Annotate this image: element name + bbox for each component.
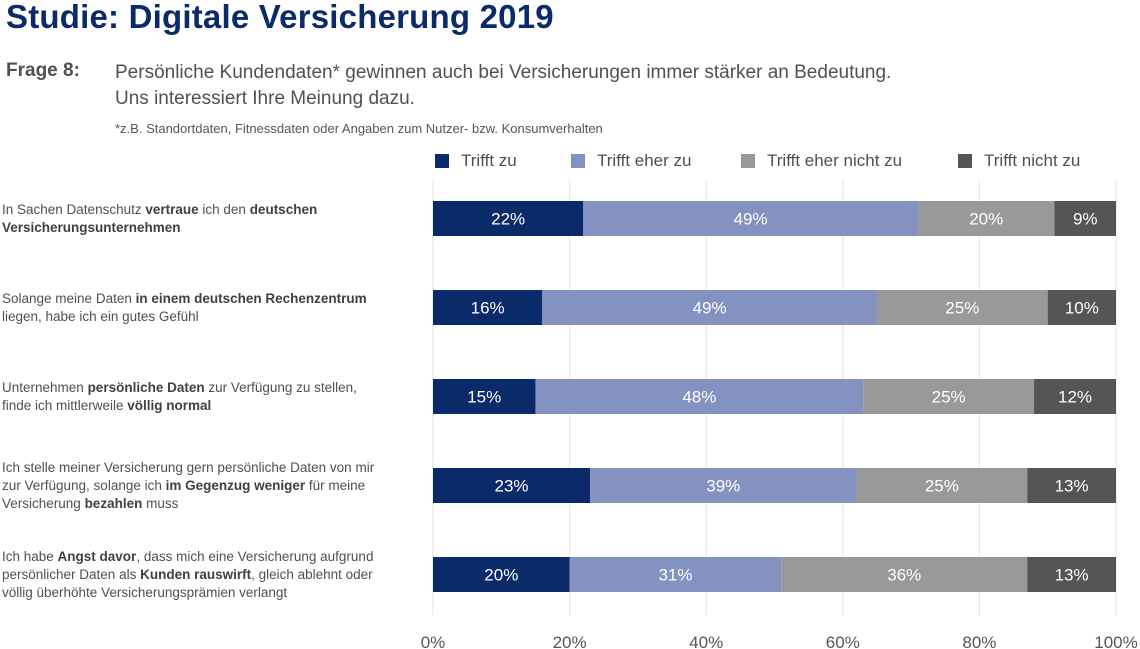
bar-segment — [590, 468, 857, 503]
x-tick-label: 0% — [421, 633, 446, 649]
question-line-2: Uns interessiert Ihre Meinung dazu. — [115, 88, 415, 109]
legend-item: Trifft eher zu — [571, 151, 691, 171]
bar-segment — [1027, 468, 1116, 503]
page-title: Studie: Digitale Versicherung 2019 — [6, 0, 554, 35]
bar-segment — [433, 468, 591, 503]
bar-value-label: 13% — [1055, 477, 1089, 496]
bar-segment — [781, 557, 1028, 592]
x-tick-label: 40% — [689, 633, 723, 649]
bar-value-label: 13% — [1055, 566, 1089, 585]
bar-value-label: 9% — [1073, 210, 1098, 229]
bar-value-label: 48% — [682, 388, 716, 407]
bar-segment — [917, 201, 1055, 236]
bar-segment — [856, 468, 1028, 503]
row-label: Unternehmen persönliche Daten zur Verfüg… — [2, 379, 357, 413]
legend-item: Trifft eher nicht zu — [741, 151, 902, 171]
bar-segment — [535, 379, 864, 414]
bar-segment — [433, 557, 570, 592]
question-text: Persönliche Kundendaten* gewinnen auch b… — [115, 60, 1095, 112]
x-tick-label: 100% — [1094, 633, 1137, 649]
bar-segment — [569, 557, 782, 592]
legend-swatch — [571, 154, 585, 168]
bar-segment — [1034, 379, 1116, 414]
bar-segment — [433, 379, 536, 414]
legend-swatch — [741, 154, 755, 168]
question-line-1: Persönliche Kundendaten* gewinnen auch b… — [115, 62, 892, 83]
bar-value-label: 10% — [1065, 299, 1099, 318]
bar-segment — [583, 201, 918, 236]
x-tick-label: 20% — [553, 633, 587, 649]
bar-value-label: 49% — [734, 210, 768, 229]
bar-value-label: 25% — [945, 299, 979, 318]
bar-segment — [1054, 201, 1116, 236]
bar-segment — [433, 290, 543, 325]
bar-value-label: 20% — [969, 210, 1003, 229]
bar-value-label: 16% — [471, 299, 505, 318]
bar-value-label: 25% — [925, 477, 959, 496]
legend-swatch — [435, 154, 449, 168]
bar-value-label: 49% — [693, 299, 727, 318]
row-label: Ich stelle meiner Versicherung gern pers… — [2, 459, 375, 511]
legend-label: Trifft eher zu — [597, 151, 692, 170]
legend-label: Trifft eher nicht zu — [767, 151, 903, 170]
question-label: Frage 8: — [6, 60, 80, 81]
row-label: In Sachen Datenschutz vertraue ich den d… — [2, 201, 318, 235]
row-label: Ich habe Angst davor, dass mich eine Ver… — [2, 548, 374, 600]
row-label: Solange meine Daten in einem deutschen R… — [2, 290, 367, 324]
bar-value-label: 23% — [495, 477, 529, 496]
bar-value-label: 31% — [658, 566, 692, 585]
footnote: *z.B. Standortdaten, Fitnessdaten oder A… — [115, 121, 603, 136]
bar-value-label: 12% — [1058, 388, 1092, 407]
legend-swatch — [958, 154, 972, 168]
bar-segment — [1027, 557, 1116, 592]
bar-segment — [876, 290, 1048, 325]
bar-segment — [863, 379, 1035, 414]
x-tick-label: 80% — [962, 633, 996, 649]
legend-item: Trifft nicht zu — [958, 151, 1080, 171]
legend-label: Trifft nicht zu — [984, 151, 1081, 170]
bar-segment — [1047, 290, 1116, 325]
x-tick-label: 60% — [826, 633, 860, 649]
bar-value-label: 36% — [887, 566, 921, 585]
bar-value-label: 39% — [706, 477, 740, 496]
bar-value-label: 25% — [932, 388, 966, 407]
bar-value-label: 15% — [467, 388, 501, 407]
legend-item: Trifft zu — [435, 151, 517, 171]
bar-value-label: 22% — [491, 210, 525, 229]
bar-value-label: 20% — [484, 566, 518, 585]
bar-segment — [433, 201, 584, 236]
legend-label: Trifft zu — [461, 151, 517, 170]
bar-segment — [542, 290, 877, 325]
